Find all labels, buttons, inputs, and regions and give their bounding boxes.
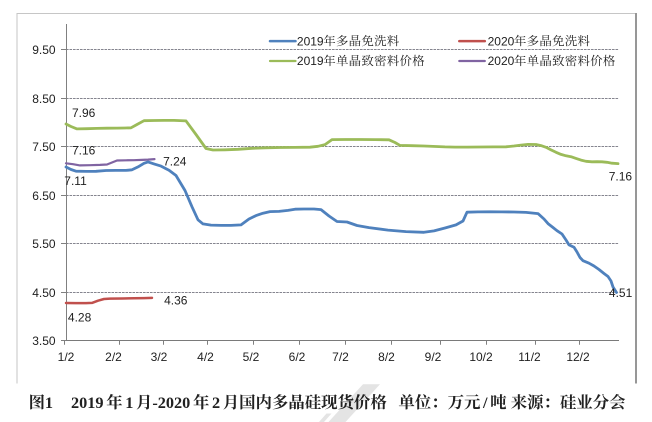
svg-text:-2020: -2020 (152, 393, 190, 412)
svg-text:3.50: 3.50 (32, 334, 56, 348)
svg-text:2: 2 (212, 393, 220, 412)
svg-text:1: 1 (125, 393, 133, 412)
svg-text:9/2: 9/2 (425, 350, 442, 364)
svg-text:7.16: 7.16 (72, 143, 96, 157)
svg-text:9.50: 9.50 (32, 43, 56, 57)
svg-text:7.96: 7.96 (72, 106, 96, 120)
svg-text:4/2: 4/2 (197, 350, 214, 364)
svg-text:5/2: 5/2 (243, 350, 260, 364)
svg-text:12/2: 12/2 (566, 350, 590, 364)
svg-text:11/2: 11/2 (518, 350, 541, 364)
svg-text:4.50: 4.50 (32, 286, 56, 300)
svg-text:2019: 2019 (71, 393, 104, 412)
svg-text:4.51: 4.51 (609, 286, 633, 300)
svg-text:7.24: 7.24 (163, 155, 187, 169)
svg-text:1: 1 (45, 393, 53, 412)
svg-text:2019: 2019 (297, 54, 324, 68)
svg-text:7/2: 7/2 (332, 350, 349, 364)
svg-text:2020: 2020 (488, 54, 515, 68)
svg-text:4.36: 4.36 (164, 294, 188, 308)
svg-text:5.50: 5.50 (32, 237, 56, 251)
svg-text:7.16: 7.16 (609, 170, 633, 184)
svg-text:2020: 2020 (488, 34, 515, 48)
svg-text:2019: 2019 (297, 34, 324, 48)
svg-text:/: / (482, 393, 488, 412)
svg-text:7.11: 7.11 (64, 174, 87, 188)
svg-text:7.50: 7.50 (32, 140, 56, 154)
svg-text:1/2: 1/2 (58, 350, 75, 364)
svg-text:3/2: 3/2 (151, 350, 168, 364)
svg-text:4.28: 4.28 (68, 311, 92, 325)
svg-text:2/2: 2/2 (105, 350, 122, 364)
svg-text:6/2: 6/2 (289, 350, 306, 364)
svg-text:6.50: 6.50 (32, 189, 56, 203)
svg-text:8/2: 8/2 (378, 350, 395, 364)
svg-text:10/2: 10/2 (469, 350, 493, 364)
svg-text:8.50: 8.50 (32, 92, 56, 106)
